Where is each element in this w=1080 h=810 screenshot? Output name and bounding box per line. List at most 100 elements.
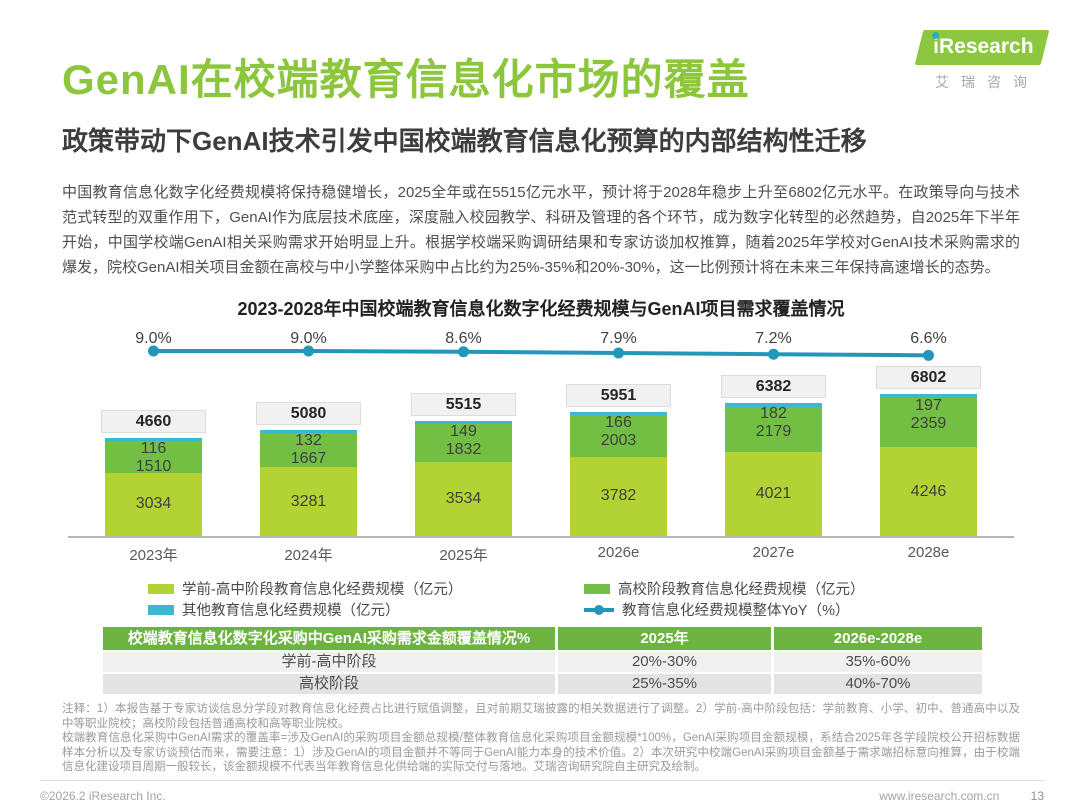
legend-item-yoy-line: 教育信息化经费规模整体YoY（%） — [584, 599, 1020, 620]
yoy-point-label: 7.9% — [600, 330, 637, 347]
bar-segment — [260, 467, 357, 536]
yoy-line-marker-icon — [613, 347, 624, 359]
legend-label: 高校阶段教育信息化经费规模（亿元） — [618, 582, 865, 598]
bar-group: 132 1667 3281 5080 2024年 — [231, 327, 386, 572]
bar-segment — [105, 438, 202, 442]
bar-group: 149 1832 3534 5515 2025年 — [386, 327, 541, 572]
bar-segment — [570, 457, 667, 536]
table-cell: 20%-30% — [558, 652, 771, 672]
legend-item-prek: 学前-高中阶段教育信息化经费规模（亿元） — [148, 578, 584, 599]
yoy-point-label: 7.2% — [755, 330, 792, 347]
legend-line-marker-icon — [584, 607, 614, 612]
logo-i-dot-icon — [931, 32, 939, 39]
bar-segment — [415, 423, 512, 463]
bar-value-college: 1832 — [445, 440, 482, 458]
bar-stack — [570, 411, 667, 536]
bar-total-label: 4660 — [101, 410, 206, 434]
bar-stack — [105, 438, 202, 536]
bar-group: 182 2179 4021 6382 2027e — [696, 327, 851, 572]
legend-label: 其他教育信息化经费规模（亿元） — [182, 603, 400, 619]
bar-value-other: 197 — [915, 396, 942, 414]
bar-total-label: 5951 — [566, 383, 671, 407]
table-cell: 25%-35% — [558, 674, 771, 694]
bar-value-prek: 3782 — [600, 487, 637, 505]
bar-segment — [105, 472, 202, 536]
page-subtitle: 政策带动下GenAI技术引发中国校端教育信息化预算的内部结构性迁移 — [62, 126, 867, 156]
bar-stack — [415, 420, 512, 536]
page-number: 13 — [1030, 789, 1044, 803]
bar-segment — [880, 398, 977, 448]
bar-segment — [415, 462, 512, 536]
yoy-line-marker-icon — [923, 349, 934, 361]
bar-segment — [880, 447, 977, 536]
table-cell: 高校阶段 — [103, 674, 555, 694]
iresearch-logo: iResearch 艾瑞咨询 — [914, 30, 1050, 92]
intro-paragraph: 中国教育信息化数字化经费规模将保持稳健增长，2025全年或在5515亿元水平，预… — [62, 184, 1020, 276]
yoy-point-label: 9.0% — [135, 330, 172, 347]
legend-label: 学前-高中阶段教育信息化经费规模（亿元） — [182, 582, 463, 598]
yoy-point-label: 9.0% — [290, 330, 327, 347]
yoy-line-marker-icon — [458, 346, 469, 358]
x-axis-tick-label: 2023年 — [129, 547, 178, 564]
yoy-line-marker-icon — [148, 345, 159, 357]
legend-swatch-other — [148, 604, 174, 615]
legend-label: 教育信息化经费规模整体YoY（%） — [622, 603, 850, 619]
bar-total-label: 6382 — [721, 374, 826, 398]
logo-caption: 艾瑞咨询 — [935, 74, 1039, 90]
logo-brand-text: iResearch — [931, 32, 1033, 59]
bar-value-college: 1667 — [290, 449, 327, 467]
x-axis-tick-label: 2026e — [597, 544, 640, 561]
page-title: GenAI在校端教育信息化市场的覆盖 — [62, 56, 750, 103]
bar-stack — [880, 393, 977, 536]
bar-value-prek: 3034 — [135, 495, 172, 513]
copyright-text: ©2026.2 iResearch Inc. — [40, 789, 166, 803]
table-row: 学前-高中阶段 20%-30% 35%-60% — [103, 652, 982, 672]
bar-stack — [260, 429, 357, 536]
footer-right: www.iresearch.com.cn 13 — [879, 789, 1044, 803]
footnote-2: 校端教育信息化采购中GenAI需求的覆盖率=涉及GenAI的采购项目金额总规模/… — [62, 732, 1020, 773]
bar-total-label: 5080 — [256, 401, 361, 425]
x-axis-line — [68, 536, 1014, 538]
bar-value-other: 132 — [295, 431, 322, 449]
bar-value-college: 1510 — [135, 458, 172, 476]
bar-value-college: 2179 — [755, 423, 792, 441]
bar-group: 116 1510 3034 4660 2023年 — [76, 327, 231, 572]
bar-segment — [260, 432, 357, 468]
bar-segment — [725, 406, 822, 452]
bar-stack — [725, 402, 822, 536]
bar-segment — [105, 441, 202, 473]
table-cell: 35%-60% — [774, 652, 982, 672]
legend-item-other: 其他教育信息化经费规模（亿元） — [148, 599, 584, 620]
bar-segment — [725, 452, 822, 536]
bar-group: 197 2359 4246 6802 2028e — [851, 327, 1006, 572]
table-header-row: 校端教育信息化数字化采购中GenAI采购需求金额覆盖情况% 2025年 2026… — [103, 627, 982, 650]
bar-value-other: 116 — [140, 440, 167, 458]
footnotes: 注释：1）本报告基于专家访谈信息分学段对教育信息化经费占比进行赋值调整，且对前期… — [62, 702, 1020, 775]
yoy-line-marker-icon — [303, 345, 314, 357]
chart-legend: 学前-高中阶段教育信息化经费规模（亿元） 其他教育信息化经费规模（亿元） 高校阶… — [148, 578, 1020, 620]
bar-total-label: 5515 — [411, 392, 516, 416]
bar-segment — [570, 411, 667, 416]
x-axis-tick-label: 2027e — [752, 544, 795, 561]
bar-value-prek: 3534 — [445, 490, 482, 508]
yoy-point-label: 8.6% — [445, 330, 482, 347]
footnote-1: 注释：1）本报告基于专家访谈信息分学段对教育信息化经费占比进行赋值调整，且对前期… — [62, 703, 1020, 730]
bar-value-other: 182 — [760, 405, 787, 423]
legend-column-right: 高校阶段教育信息化经费规模（亿元） 教育信息化经费规模整体YoY（%） — [584, 578, 1020, 620]
bar-value-prek: 4021 — [755, 484, 792, 502]
yoy-line-chart — [148, 345, 934, 361]
table-cell: 40%-70% — [774, 674, 982, 694]
table-header-cell: 校端教育信息化数字化采购中GenAI采购需求金额覆盖情况% — [103, 627, 555, 650]
yoy-line-marker-icon — [768, 348, 779, 360]
chart-title: 2023-2028年中国校端教育信息化数字化经费规模与GenAI项目需求覆盖情况 — [237, 299, 845, 319]
chart-canvas: 116 1510 3034 4660 2023年 132 1667 3281 5080 2024年… — [68, 327, 1014, 572]
logo-flag: iResearch — [914, 30, 1050, 65]
bar-segment — [415, 420, 512, 424]
table-header-cell: 2026e-2028e — [774, 627, 982, 650]
x-axis-tick-label: 2028e — [907, 544, 950, 561]
bar-value-college: 2003 — [600, 432, 637, 450]
bar-total-label: 6802 — [876, 365, 981, 389]
bar-segment — [570, 415, 667, 457]
bar-value-prek: 3281 — [290, 492, 327, 510]
